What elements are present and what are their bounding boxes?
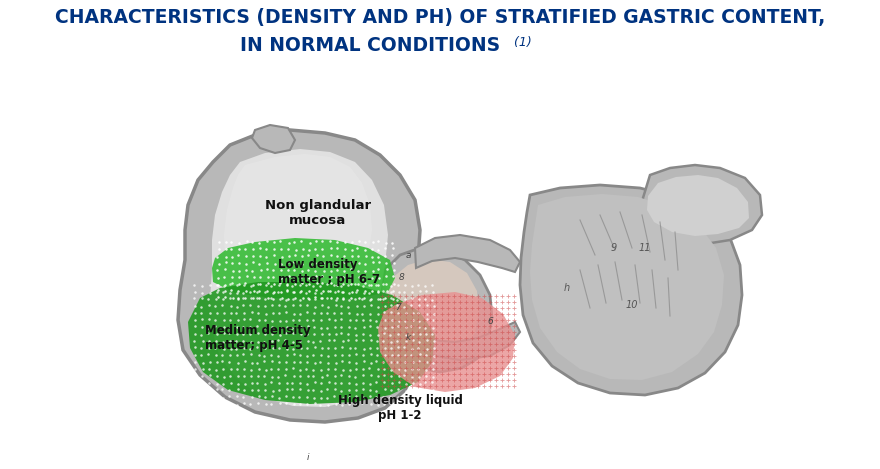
Polygon shape	[210, 149, 390, 407]
Polygon shape	[520, 185, 742, 395]
Polygon shape	[212, 238, 395, 300]
Polygon shape	[415, 235, 520, 272]
Text: 6: 6	[488, 318, 493, 326]
Text: k: k	[406, 333, 411, 342]
Polygon shape	[252, 125, 295, 153]
Polygon shape	[378, 292, 515, 392]
Text: 11: 11	[639, 243, 651, 253]
Text: h: h	[564, 283, 570, 293]
Text: 8: 8	[400, 272, 405, 281]
Text: a: a	[406, 250, 411, 259]
Text: Low density
matter ; pH 6-7: Low density matter ; pH 6-7	[278, 258, 380, 286]
Text: 7: 7	[395, 303, 401, 312]
Text: 10: 10	[626, 300, 638, 310]
Polygon shape	[530, 194, 724, 380]
Text: 9: 9	[611, 243, 617, 253]
Text: Non glandular
mucosa: Non glandular mucosa	[265, 199, 371, 227]
Text: High density liquid
pH 1-2: High density liquid pH 1-2	[338, 394, 462, 422]
Polygon shape	[380, 248, 492, 372]
Text: Medium density
matter; pH 4-5: Medium density matter; pH 4-5	[205, 324, 311, 352]
Text: CHARACTERISTICS (DENSITY AND PH) OF STRATIFIED GASTRIC CONTENT,: CHARACTERISTICS (DENSITY AND PH) OF STRA…	[55, 8, 825, 27]
Polygon shape	[224, 154, 372, 280]
Polygon shape	[647, 175, 749, 236]
Polygon shape	[642, 165, 762, 244]
Polygon shape	[188, 282, 435, 404]
Polygon shape	[178, 130, 425, 422]
Polygon shape	[386, 259, 479, 358]
Text: i: i	[307, 454, 309, 462]
Text: (1): (1)	[510, 36, 532, 49]
Polygon shape	[415, 322, 520, 360]
Text: IN NORMAL CONDITIONS: IN NORMAL CONDITIONS	[240, 36, 500, 55]
